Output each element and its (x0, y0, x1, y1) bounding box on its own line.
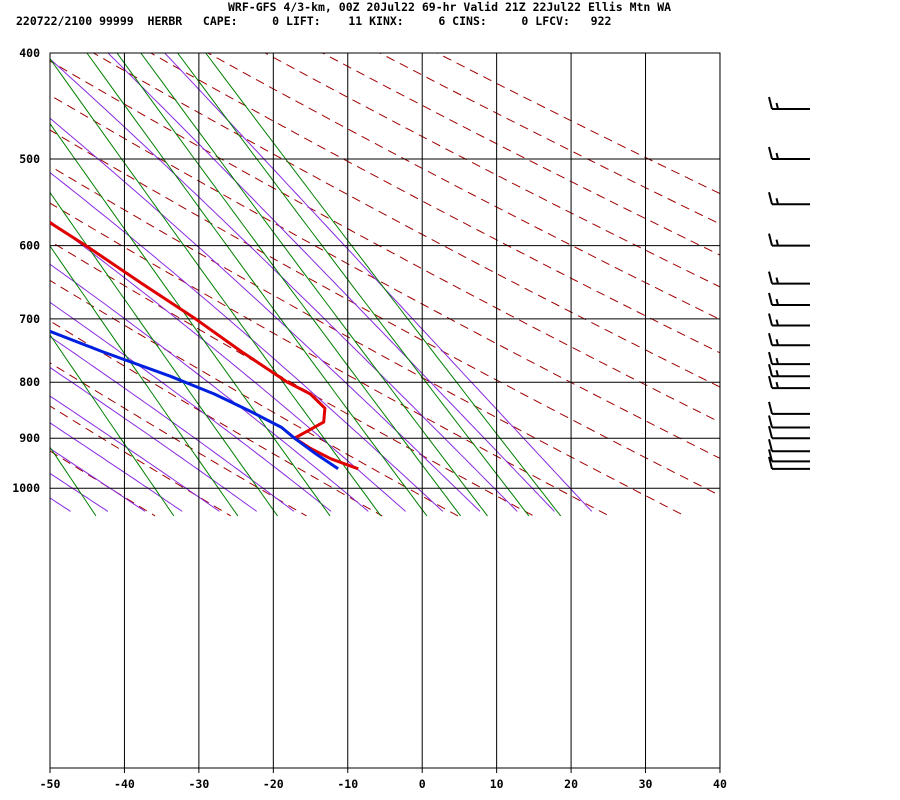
moist-adiabat-5 (50, 301, 332, 512)
mixing-ratio-line (140, 53, 488, 517)
dry-adiabat-410 (378, 53, 720, 225)
dry-adiabat-360 (92, 53, 720, 388)
x-tick-label: 40 (713, 777, 727, 791)
dry-adiabat-400 (321, 53, 720, 256)
wind-barb (768, 425, 810, 440)
x-tick-label: -20 (263, 777, 284, 791)
moist-adiabat-20 (50, 171, 444, 512)
wind-barb (768, 271, 810, 285)
mixing-ratio-line (50, 122, 331, 517)
dry-adiabat-250 (50, 450, 156, 517)
dry-adiabat-310 (50, 202, 610, 517)
mixing-ratio-line (50, 57, 382, 517)
dry-adiabat-280 (50, 320, 383, 517)
y-tick-label: 500 (19, 152, 40, 166)
x-tick-label: 0 (419, 777, 426, 791)
moist-adiabat--15 (50, 422, 183, 512)
temperature-profile (50, 220, 359, 471)
dry-adiabat-370 (149, 53, 720, 354)
mixing-ratio-line (86, 53, 428, 517)
mixing-ratio-line (50, 333, 175, 517)
mixing-ratio-line (50, 191, 278, 517)
chart-title: WRF-GFS 4/3-km, 00Z 20Jul22 69-hr Valid … (228, 0, 672, 14)
plot-frame (49, 52, 721, 769)
dry-adiabat-380 (206, 53, 720, 321)
mixing-ratio-line (205, 53, 562, 517)
mixing-ratio-line (176, 53, 530, 517)
dry-adiabat-390 (264, 53, 720, 288)
dry-adiabat-290 (50, 279, 459, 517)
moist-adiabat-0 (50, 335, 295, 512)
x-tick-label: -10 (337, 777, 358, 791)
y-tick-label: 800 (19, 375, 40, 389)
moist-adiabat--20 (50, 447, 146, 512)
moist-adiabat--10 (50, 395, 220, 512)
x-tick-label: -50 (40, 777, 61, 791)
sounding-indices: 220722/2100 99999 HERBR CAPE: 0 LIFT: 11… (16, 14, 612, 28)
y-tick-label: 1000 (12, 481, 40, 495)
dry-adiabat-420 (436, 53, 720, 195)
wind-barbs (768, 96, 810, 470)
x-tick-label: 20 (564, 777, 578, 791)
dry-adiabat-340 (50, 94, 720, 459)
y-tick-label: 900 (19, 431, 40, 445)
dry-adiabat-260 (50, 405, 232, 517)
wind-barb (768, 364, 810, 378)
x-tick-label: -40 (114, 777, 135, 791)
x-tick-label: 10 (490, 777, 504, 791)
dry-adiabat-350 (50, 60, 720, 423)
grid (50, 53, 720, 768)
wind-barb (768, 351, 810, 366)
wind-barb (768, 96, 810, 110)
wind-barb (768, 292, 810, 307)
y-tick-label: 700 (19, 312, 40, 326)
x-tick-label: -30 (188, 777, 209, 791)
moist-adiabat--5 (50, 366, 257, 512)
wind-barb (768, 415, 810, 429)
wind-barb (768, 401, 810, 415)
moist-adiabat-15 (50, 220, 406, 512)
wind-barb (768, 375, 810, 390)
moist-adiabat-30 (50, 58, 518, 512)
wind-barb (768, 332, 810, 347)
moist-adiabat--25 (50, 472, 109, 512)
y-tick-label: 400 (19, 46, 40, 60)
mixing-ratio-line (50, 245, 239, 517)
dry-adiabat-300 (50, 240, 534, 517)
mixing-ratio-line (116, 53, 461, 517)
temperature-axis: -50 -40 -30 -20 -10 0 10 20 30 40 (40, 768, 727, 791)
dewpoint-profile (50, 329, 339, 471)
dry-adiabat-270 (50, 362, 307, 517)
wind-barb (768, 456, 810, 470)
y-tick-label: 600 (19, 239, 40, 253)
thermodynamic-lines (50, 53, 720, 517)
wind-barb (768, 233, 810, 247)
mixing-ratio-line (50, 446, 97, 517)
moist-adiabat-10 (50, 263, 369, 512)
moist-adiabat-25 (50, 117, 481, 512)
pressure-axis: 400 500 600 700 800 900 1000 (12, 46, 40, 495)
x-tick-label: 30 (639, 777, 653, 791)
wind-barb (768, 438, 810, 453)
wind-barb (768, 146, 810, 160)
wind-barb (768, 192, 810, 206)
moist-adiabat-40 (164, 53, 593, 512)
dry-adiabat-330 (50, 129, 720, 497)
dry-adiabat-320 (50, 165, 686, 517)
wind-barb (768, 449, 810, 463)
wind-barb (768, 313, 810, 327)
moist-adiabat-35 (107, 53, 555, 512)
profiles (50, 220, 359, 471)
